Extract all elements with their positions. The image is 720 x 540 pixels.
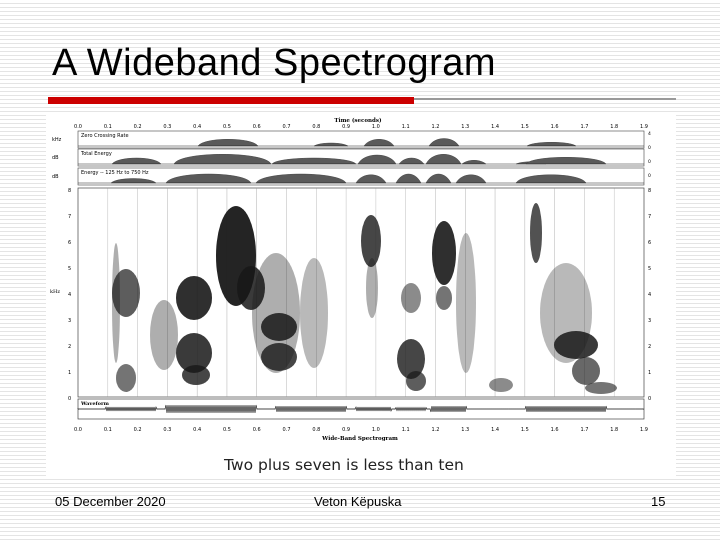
time-axis-title: Time (seconds): [334, 117, 382, 124]
time-tick-label: 0.3: [163, 124, 171, 130]
time-tick-label: 0.4: [193, 427, 201, 433]
spectrogram-energy: [79, 189, 643, 396]
time-tick-label: 0.7: [283, 427, 291, 433]
freq-tick-label: 1: [68, 370, 71, 376]
time-tick-label: 1.6: [551, 124, 559, 130]
time-tick-label: 1.1: [402, 124, 410, 130]
footer-date: 05 December 2020: [55, 494, 166, 509]
track-label: Energy -- 125 Hz to 750 Hz: [81, 170, 149, 176]
time-tick-label: 0.7: [283, 124, 291, 130]
time-tick-label: 1.2: [431, 124, 439, 130]
time-tick-label: 0.8: [312, 124, 320, 130]
time-tick-label: 1.1: [402, 427, 410, 433]
time-tick-label: 1.5: [521, 427, 529, 433]
freq-tick-label: 4: [648, 292, 651, 298]
time-tick-label: 1.2: [431, 427, 439, 433]
track-energy-shape: [165, 173, 252, 184]
energy-region: [261, 343, 297, 371]
freq-tick-label: 3: [648, 318, 651, 324]
track-energy-shape: [515, 174, 587, 184]
figure-caption: Two plus seven is less than ten: [223, 456, 464, 474]
spectrogram-figure: 0.0 0.1 0.2 0.3 0.4 0.5 0.6 0.7 0.8 0.9 1.0 1.1 1.2 1…: [46, 113, 676, 478]
time-tick-label: 0.2: [134, 427, 142, 433]
time-tick-label: 0.9: [342, 427, 350, 433]
energy-region: [261, 313, 297, 341]
time-tick-label: 1.0: [372, 124, 380, 130]
freq-tick-label: 7: [648, 214, 651, 220]
freq-tick-label: 2: [68, 344, 71, 350]
time-tick-label: 1.3: [461, 427, 469, 433]
time-tick-label: 0.8: [312, 427, 320, 433]
time-tick-label: 1.3: [461, 124, 469, 130]
freq-tick-label: 4: [68, 292, 71, 298]
track-label: Total Energy: [80, 151, 112, 157]
waveform-trace: [77, 404, 645, 414]
time-tick-label: 0.6: [253, 427, 261, 433]
time-tick-label: 1.6: [551, 427, 559, 433]
spectrogram-panel: [77, 187, 645, 398]
time-tick-label: 1.7: [580, 427, 588, 433]
freq-tick-label: 2: [648, 344, 651, 350]
spectrogram-axis-title: Wide-Band Spectrogram: [321, 436, 398, 442]
feature-tracks: Zero Crossing Rate kHz Total Energy dB Energ…: [52, 130, 651, 186]
slide-title: A Wideband Spectrogram: [52, 42, 497, 84]
waveform-label: Waveform: [80, 401, 110, 407]
freq-tick-label: 6: [68, 240, 71, 246]
freq-tick-label: 6: [648, 240, 651, 246]
time-tick-label: 0.0: [74, 427, 82, 433]
time-tick-label: 0.2: [134, 124, 142, 130]
time-tick-label: 1.7: [580, 124, 588, 130]
track-unit: dB: [52, 155, 59, 161]
time-axis-bottom: 0.0 0.1 0.2 0.3 0.4 0.5 0.6 0.7 0.8 0.9 1.0 1.1 1.2 1…: [74, 427, 648, 433]
time-tick-label: 1.4: [491, 124, 499, 130]
freq-tick-label: 1: [648, 370, 651, 376]
freq-tick-label: 5: [68, 266, 71, 272]
track-label: Zero Crossing Rate: [81, 133, 129, 139]
time-tick-label: 0.3: [163, 427, 171, 433]
time-axis-top: 0.0 0.1 0.2 0.3 0.4 0.5 0.6 0.7 0.8 0.9 1.0 1.1 1.2 1…: [74, 124, 648, 130]
track-tick-label: 4: [648, 131, 651, 137]
track-tick-label: 0: [648, 145, 651, 151]
time-tick-label: 1.9: [640, 427, 648, 433]
energy-region: [585, 382, 617, 394]
time-tick-label: 0.5: [223, 124, 231, 130]
track-energy-shape: [271, 157, 357, 165]
time-tick-label: 1.0: [372, 427, 380, 433]
frequency-axis-unit: kHz: [50, 289, 60, 295]
time-tick-label: 0.1: [104, 427, 112, 433]
time-tick-label: 0.6: [253, 124, 261, 130]
time-tick-label: 0.4: [193, 124, 201, 130]
track-energy-shape: [173, 154, 272, 165]
time-tick-label: 1.4: [491, 427, 499, 433]
title-accent-bar: [48, 97, 414, 104]
track-unit: kHz: [52, 137, 62, 143]
energy-region: [489, 378, 513, 392]
footer-page-number: 15: [651, 494, 666, 509]
freq-tick-label: 8: [68, 188, 71, 194]
freq-tick-label: 7: [68, 214, 71, 220]
time-tick-label: 1.8: [610, 124, 618, 130]
time-tick-label: 1.5: [521, 124, 529, 130]
track-energy-shape: [255, 173, 347, 184]
time-tick-label: 1.9: [640, 124, 648, 130]
time-tick-label: 1.8: [610, 427, 618, 433]
freq-tick-label: 0: [648, 396, 651, 402]
freq-tick-label: 0: [68, 396, 71, 402]
time-tick-label: 0.0: [74, 124, 82, 130]
time-tick-label: 0.9: [342, 124, 350, 130]
track-unit: dB: [52, 174, 59, 180]
title-divider-line: [414, 98, 676, 100]
track-energy-shape: [525, 157, 607, 165]
freq-tick-label: 5: [648, 266, 651, 272]
frequency-axis: 8 8 7 7 6 6 5 5 4 4 3 3 2 2 1 1 0 0: [68, 188, 651, 402]
freq-tick-label: 8: [648, 188, 651, 194]
track-tick-label: 0: [648, 159, 651, 165]
freq-tick-label: 3: [68, 318, 71, 324]
track-tick-label: 0: [648, 173, 651, 179]
time-tick-label: 0.5: [223, 427, 231, 433]
time-tick-label: 0.1: [104, 124, 112, 130]
footer-author: Veton Këpuska: [314, 494, 402, 509]
